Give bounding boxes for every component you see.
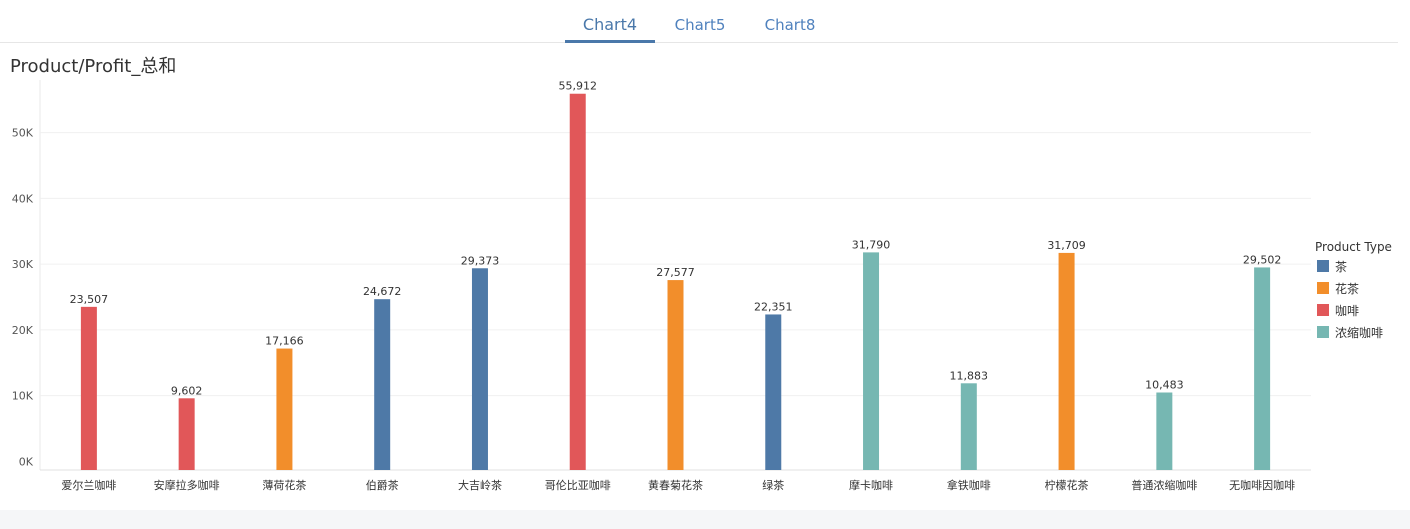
bar bbox=[471, 268, 488, 470]
y-tick-label: 0K bbox=[19, 455, 34, 468]
bar bbox=[765, 314, 782, 470]
legend-item-label: 浓缩咖啡 bbox=[1335, 325, 1383, 340]
bar bbox=[1254, 267, 1271, 470]
x-tick-label: 伯爵茶 bbox=[366, 478, 399, 492]
data-label: 55,912 bbox=[558, 80, 597, 93]
legend-item-label: 咖啡 bbox=[1335, 303, 1359, 318]
bar bbox=[667, 280, 684, 470]
tab-chart5[interactable]: Chart5 bbox=[674, 16, 726, 34]
data-label: 17,166 bbox=[265, 335, 304, 348]
chart-title: Product/Profit_总和 bbox=[10, 56, 177, 77]
bar bbox=[374, 299, 391, 470]
legend-item-label: 花茶 bbox=[1335, 281, 1359, 296]
tab-bar: Chart4 Chart5 Chart8 bbox=[0, 0, 1398, 43]
data-label: 31,709 bbox=[1047, 239, 1086, 252]
bar bbox=[1058, 252, 1075, 470]
data-label: 9,602 bbox=[171, 384, 203, 397]
legend-swatch bbox=[1317, 260, 1329, 272]
y-tick-label: 40K bbox=[12, 192, 34, 205]
bar bbox=[178, 398, 195, 470]
x-tick-label: 绿茶 bbox=[762, 478, 784, 492]
legend-swatch bbox=[1317, 282, 1329, 294]
data-label: 29,502 bbox=[1243, 253, 1282, 266]
tab-chart8[interactable]: Chart8 bbox=[764, 16, 816, 34]
x-tick-label: 普通浓缩咖啡 bbox=[1131, 478, 1197, 492]
y-tick-label: 20K bbox=[12, 324, 34, 337]
y-tick-label: 30K bbox=[12, 258, 34, 271]
footer-strip bbox=[0, 510, 1410, 529]
bar bbox=[863, 252, 880, 470]
data-label: 27,577 bbox=[656, 266, 695, 279]
x-tick-label: 哥伦比亚咖啡 bbox=[545, 478, 611, 492]
bar bbox=[80, 306, 97, 470]
x-tick-label: 拿铁咖啡 bbox=[947, 478, 991, 492]
x-tick-label: 大吉岭茶 bbox=[458, 478, 502, 492]
y-tick-label: 50K bbox=[12, 127, 34, 140]
legend-title: Product Type bbox=[1315, 240, 1392, 254]
bar bbox=[569, 93, 586, 470]
x-tick-label: 安摩拉多咖啡 bbox=[154, 478, 220, 492]
data-label: 10,483 bbox=[1145, 379, 1184, 392]
data-label: 31,790 bbox=[852, 238, 891, 251]
x-tick-label: 爱尔兰咖啡 bbox=[61, 478, 116, 492]
data-label: 23,507 bbox=[70, 293, 109, 306]
data-label: 29,373 bbox=[461, 254, 500, 267]
bar bbox=[1156, 392, 1173, 470]
data-label: 22,351 bbox=[754, 300, 793, 313]
legend-swatch bbox=[1317, 304, 1329, 316]
legend-swatch bbox=[1317, 326, 1329, 338]
x-tick-label: 薄荷花茶 bbox=[262, 478, 306, 492]
data-label: 11,883 bbox=[950, 369, 989, 382]
data-label: 24,672 bbox=[363, 285, 402, 298]
x-tick-label: 摩卡咖啡 bbox=[849, 478, 893, 492]
bar bbox=[276, 348, 293, 470]
legend-item-label: 茶 bbox=[1335, 259, 1347, 274]
x-tick-label: 无咖啡因咖啡 bbox=[1229, 478, 1295, 492]
x-tick-label: 黄春菊花茶 bbox=[648, 478, 703, 492]
bar bbox=[960, 383, 977, 470]
x-tick-label: 柠檬花茶 bbox=[1045, 478, 1089, 492]
y-tick-label: 10K bbox=[12, 390, 34, 403]
tab-chart4[interactable]: Chart4 bbox=[565, 0, 655, 43]
